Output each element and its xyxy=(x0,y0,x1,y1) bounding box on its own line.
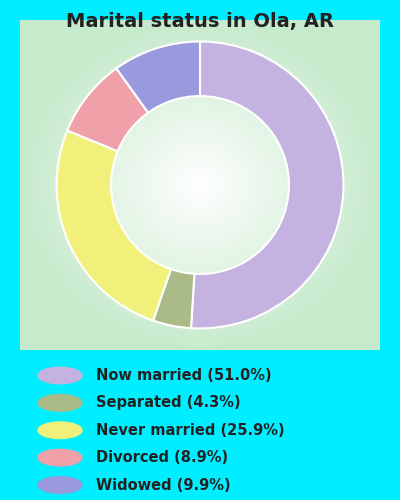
Circle shape xyxy=(38,477,82,493)
Circle shape xyxy=(38,367,82,384)
Text: Widowed (9.9%): Widowed (9.9%) xyxy=(96,478,231,492)
Wedge shape xyxy=(67,68,148,151)
Wedge shape xyxy=(56,130,171,320)
Circle shape xyxy=(38,450,82,466)
Circle shape xyxy=(38,394,82,411)
Text: Never married (25.9%): Never married (25.9%) xyxy=(96,423,285,438)
Circle shape xyxy=(38,422,82,438)
Text: Divorced (8.9%): Divorced (8.9%) xyxy=(96,450,228,465)
Wedge shape xyxy=(191,42,344,329)
Wedge shape xyxy=(116,42,200,113)
Text: Now married (51.0%): Now married (51.0%) xyxy=(96,368,272,383)
Text: Separated (4.3%): Separated (4.3%) xyxy=(96,396,241,410)
Text: Marital status in Ola, AR: Marital status in Ola, AR xyxy=(66,12,334,32)
Wedge shape xyxy=(153,269,194,328)
